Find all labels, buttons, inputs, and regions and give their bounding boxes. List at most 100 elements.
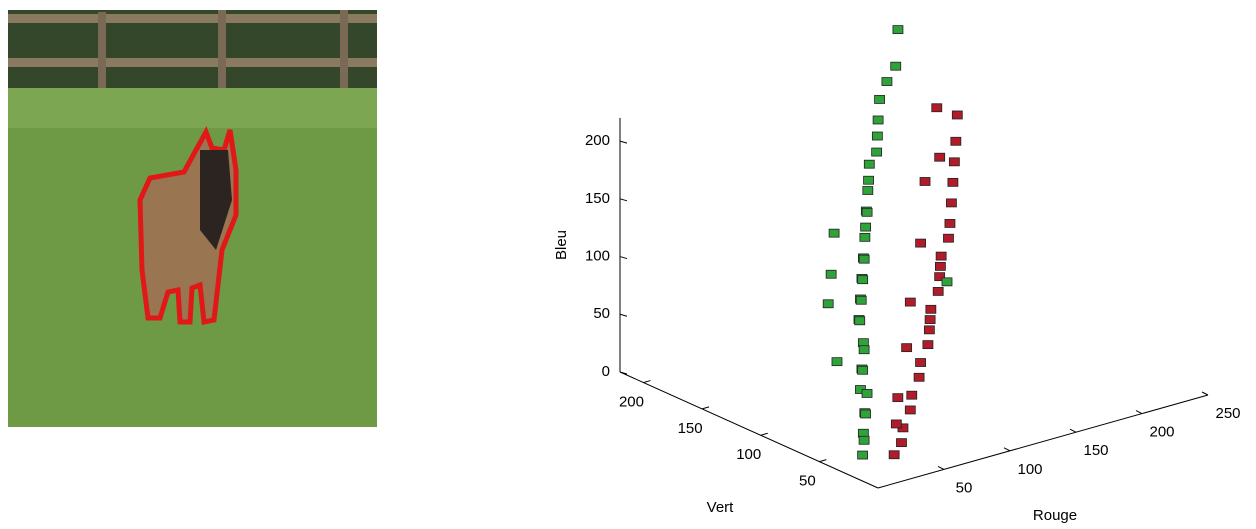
point	[935, 261, 946, 271]
point	[951, 110, 963, 120]
y-tick	[819, 459, 827, 463]
point	[904, 297, 916, 307]
point	[831, 357, 843, 367]
y-tick	[760, 432, 768, 436]
x-tick	[1003, 447, 1011, 452]
point	[861, 207, 873, 217]
z-tick-label: 50	[593, 305, 610, 322]
y-tick-label: 200	[619, 394, 644, 411]
point	[874, 95, 885, 104]
point	[943, 233, 954, 243]
z-tick	[619, 198, 628, 202]
x-tick-label: 200	[1149, 424, 1174, 441]
y-tick-label: 100	[736, 446, 761, 463]
dog-head	[200, 150, 232, 250]
point	[934, 272, 946, 282]
x-tick	[1135, 410, 1143, 415]
point	[925, 304, 937, 314]
grass-far	[8, 88, 377, 128]
z-tick-label: 0	[602, 363, 610, 380]
point	[862, 186, 874, 195]
fence-post	[340, 10, 348, 88]
z-tick	[619, 371, 628, 375]
point	[922, 340, 934, 350]
point	[947, 177, 959, 187]
y-tick-label: 50	[799, 473, 816, 490]
point	[919, 177, 931, 186]
point	[859, 232, 871, 242]
point	[941, 277, 953, 287]
x-tick	[937, 465, 945, 470]
point	[825, 269, 837, 279]
point	[923, 325, 935, 335]
fence-post	[98, 12, 106, 92]
x-tick-label: 50	[956, 479, 973, 496]
z-tick	[619, 313, 628, 317]
point	[881, 77, 893, 86]
fence-rail	[8, 58, 377, 67]
point	[906, 390, 918, 400]
point	[871, 131, 883, 141]
point	[904, 405, 916, 415]
point	[896, 438, 907, 448]
z-tick-label: 150	[585, 190, 610, 207]
x-tick	[1201, 391, 1209, 396]
point	[890, 61, 902, 71]
point	[934, 152, 946, 162]
point	[863, 175, 874, 185]
point	[892, 393, 904, 403]
x-axis-label: Rouge	[1033, 507, 1077, 524]
point	[892, 25, 904, 35]
photo	[8, 10, 377, 427]
x-tick-label: 150	[1083, 442, 1108, 459]
x-tick-label: 100	[1017, 461, 1042, 478]
fence-post	[218, 10, 226, 88]
point	[857, 365, 869, 375]
x-tick-label: 250	[1215, 405, 1240, 422]
z-axis-label: Bleu	[553, 230, 570, 260]
point	[857, 450, 869, 460]
point	[857, 275, 869, 285]
point	[915, 238, 926, 248]
point	[871, 147, 883, 157]
y-tick-label: 150	[678, 420, 703, 437]
point	[858, 345, 870, 355]
y-tick	[701, 406, 710, 410]
y-axis-label: Vert	[707, 499, 735, 516]
y-tick	[643, 380, 651, 384]
point	[932, 287, 944, 296]
point	[858, 435, 870, 445]
point	[872, 115, 884, 125]
x-tick	[1069, 428, 1077, 433]
point	[828, 228, 840, 238]
point	[935, 251, 947, 261]
point	[915, 358, 926, 367]
point	[861, 389, 873, 398]
point	[855, 295, 867, 305]
point	[854, 316, 866, 326]
point	[944, 219, 956, 228]
hedge	[8, 10, 377, 90]
point	[948, 157, 960, 167]
point	[888, 450, 900, 460]
z-tick	[619, 256, 628, 260]
point	[890, 419, 902, 429]
point	[950, 136, 962, 146]
point	[863, 159, 875, 169]
point	[858, 254, 870, 264]
point	[946, 198, 957, 208]
point	[901, 343, 913, 353]
y-axis-line	[619, 371, 879, 489]
point	[860, 222, 872, 232]
z-tick	[619, 140, 628, 144]
point	[913, 372, 925, 382]
point	[924, 315, 936, 324]
point	[860, 409, 871, 419]
point	[931, 103, 943, 113]
fence-rail	[8, 14, 377, 23]
z-tick-label: 200	[585, 132, 610, 149]
x-axis-line	[877, 394, 1209, 489]
point	[822, 299, 834, 309]
z-tick-label: 100	[585, 248, 610, 265]
